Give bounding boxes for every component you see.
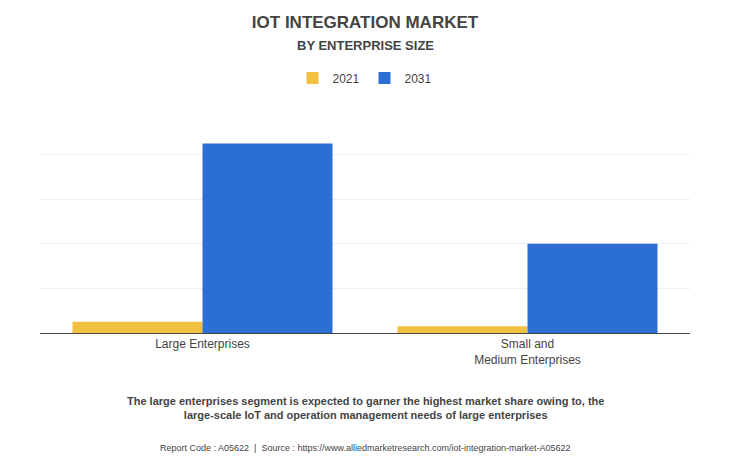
svg-text:Large Enterprises: Large Enterprises: [155, 337, 250, 351]
svg-text:2031: 2031: [405, 72, 432, 86]
svg-text:Report Code : A05622 | Sourc: Report Code : A05622 | Source : https://…: [160, 443, 571, 453]
svg-text:2021: 2021: [333, 72, 360, 86]
svg-text:BY ENTERPRISE SIZE: BY ENTERPRISE SIZE: [297, 38, 434, 53]
svg-text:Small andMedium Enterprises: Small andMedium Enterprises: [474, 337, 581, 367]
svg-text:IOT INTEGRATION MARKET: IOT INTEGRATION MARKET: [252, 13, 479, 32]
svg-text:The large enterprises segment: The large enterprises segment is expecte…: [127, 395, 604, 421]
